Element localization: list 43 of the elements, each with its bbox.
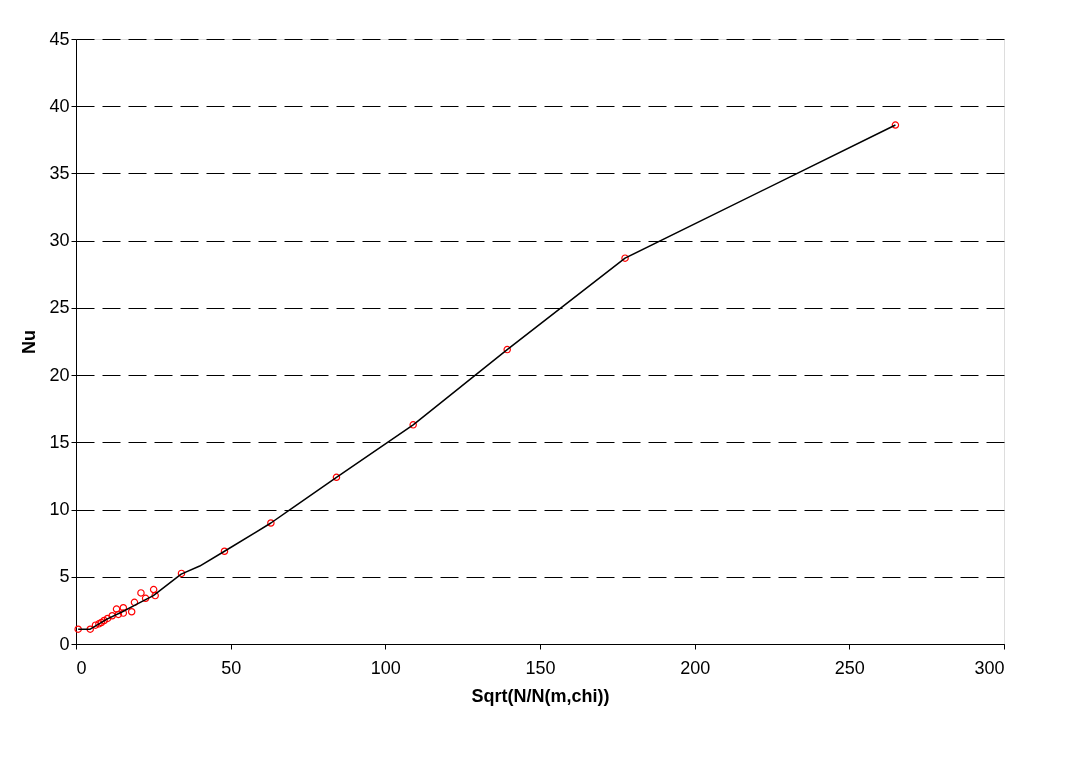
y-tick-label: 40 xyxy=(49,95,70,116)
x-tick-label: 200 xyxy=(680,657,711,678)
point xyxy=(127,607,136,616)
point xyxy=(409,421,417,429)
y-tick-label: 25 xyxy=(49,297,70,318)
point xyxy=(119,609,128,617)
y-tick-label: 5 xyxy=(59,566,70,587)
point xyxy=(112,605,121,613)
y-tick-label: 45 xyxy=(49,28,70,49)
point xyxy=(137,589,145,597)
x-tick-label: 50 xyxy=(221,657,242,678)
x-tick-label: 300 xyxy=(974,657,1005,678)
y-tick-label: 0 xyxy=(59,633,70,654)
y-tick-label: 15 xyxy=(49,431,70,452)
point xyxy=(74,625,82,633)
point xyxy=(119,603,128,612)
y-tick-label: 35 xyxy=(49,162,70,183)
point xyxy=(220,547,229,555)
point xyxy=(177,569,186,578)
point xyxy=(151,591,159,600)
y-axis-title: Nu xyxy=(19,330,40,354)
y-tick-label: 30 xyxy=(49,230,70,251)
point xyxy=(86,625,94,633)
x-tick-label: 0 xyxy=(76,657,87,678)
y-tick-label: 10 xyxy=(49,499,70,520)
point xyxy=(891,121,900,129)
point xyxy=(114,610,123,619)
point xyxy=(130,598,139,607)
point xyxy=(103,614,112,623)
point xyxy=(621,254,629,262)
point xyxy=(503,345,511,354)
y-tick-label: 20 xyxy=(49,364,70,385)
point xyxy=(95,620,103,628)
x-axis-title: Sqrt(N/N(m,chi)) xyxy=(471,685,610,706)
point xyxy=(141,594,150,603)
point xyxy=(108,612,116,620)
point xyxy=(332,473,341,482)
point xyxy=(267,519,275,527)
x-tick-label: 250 xyxy=(834,657,865,678)
point xyxy=(97,618,106,627)
point xyxy=(149,585,158,594)
x-tick-label: 150 xyxy=(525,657,556,678)
x-tick-label: 100 xyxy=(370,657,401,678)
